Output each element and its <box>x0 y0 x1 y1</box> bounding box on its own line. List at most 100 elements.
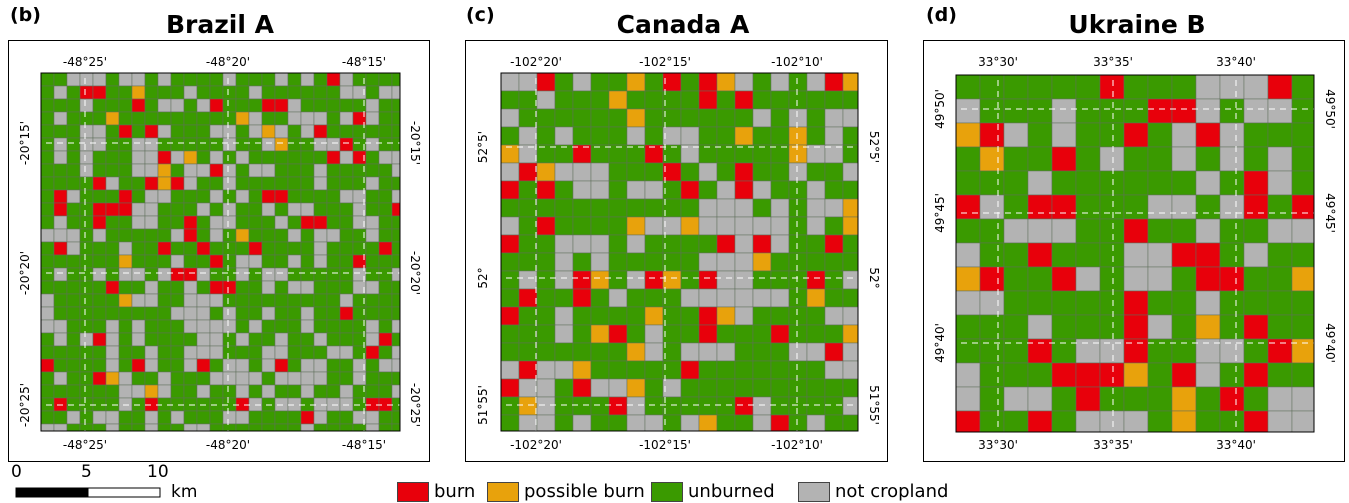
field-cell <box>287 150 302 165</box>
field-cell <box>1243 146 1269 172</box>
field-cell <box>500 180 520 200</box>
field-cell <box>554 342 574 362</box>
field-cell <box>92 423 107 432</box>
field-cell <box>842 288 859 308</box>
field-cell <box>1099 218 1125 244</box>
field-cell <box>955 386 981 412</box>
field-cell <box>680 72 700 92</box>
field-cell <box>326 293 341 308</box>
field-cell <box>752 396 772 416</box>
legend-burn: burn <box>397 481 475 502</box>
field-cell <box>326 163 341 178</box>
field-cell <box>92 332 107 347</box>
field-cell <box>105 358 120 373</box>
field-cell <box>378 228 393 243</box>
field-cell <box>608 72 628 92</box>
field-cell <box>261 267 276 282</box>
field-cell <box>680 162 700 182</box>
field-cell <box>157 345 172 360</box>
field-cell <box>92 150 107 165</box>
field-cell <box>274 163 289 178</box>
field-cell <box>500 144 520 164</box>
field-cell <box>1147 98 1173 124</box>
field-cell <box>1147 194 1173 220</box>
field-cell <box>1171 410 1197 433</box>
field-cell <box>157 111 172 126</box>
field-cell <box>1291 314 1315 340</box>
field-cell <box>300 293 315 308</box>
field-cell <box>662 180 682 200</box>
field-cell <box>680 198 700 218</box>
field-cell <box>572 288 592 308</box>
field-cell <box>391 176 401 191</box>
field-cell <box>500 270 520 290</box>
field-cell <box>716 108 736 128</box>
field-cell <box>1123 290 1149 316</box>
field-cell <box>235 280 250 295</box>
map-border <box>40 72 401 432</box>
field-cell <box>554 378 574 398</box>
field-cell <box>716 144 736 164</box>
field-cell <box>105 371 120 386</box>
field-cell <box>554 234 574 254</box>
field-cell <box>144 267 159 282</box>
field-cell <box>979 242 1005 268</box>
field-cell <box>79 72 94 87</box>
field-cell <box>261 163 276 178</box>
field-cell <box>536 270 556 290</box>
field-cell <box>339 293 354 308</box>
field-cell <box>680 324 700 344</box>
field-cell <box>626 72 646 92</box>
field-cell <box>40 124 55 139</box>
field-cell <box>300 345 315 360</box>
field-cell <box>170 293 185 308</box>
field-cell <box>1195 218 1221 244</box>
field-cell <box>274 293 289 308</box>
field-cell <box>261 137 276 152</box>
field-cell <box>365 163 380 178</box>
field-cell <box>680 378 700 398</box>
field-cell <box>842 324 859 344</box>
field-cell <box>1219 74 1245 100</box>
field-cell <box>235 98 250 113</box>
field-cell <box>770 234 790 254</box>
field-cell <box>1171 122 1197 148</box>
axis-labels: 33°30' 33°35' 33°40' 33°30' 33°35' 33°40… <box>933 55 1337 452</box>
field-cell <box>1195 170 1221 196</box>
field-cell <box>183 72 198 87</box>
field-cell <box>105 345 120 360</box>
field-cell <box>626 108 646 128</box>
field-cell <box>209 137 224 152</box>
field-cell <box>955 194 981 220</box>
field-cell <box>40 241 55 256</box>
field-cell <box>248 241 263 256</box>
field-cell <box>1075 194 1101 220</box>
field-cell <box>40 267 55 282</box>
field-cell <box>326 98 341 113</box>
field-cell <box>209 163 224 178</box>
field-cell <box>824 198 844 218</box>
field-cell <box>118 423 133 432</box>
field-cell <box>79 332 94 347</box>
field-cell <box>806 162 826 182</box>
field-cell <box>79 241 94 256</box>
field-cell <box>339 176 354 191</box>
field-cell <box>209 423 224 432</box>
field-cell <box>1291 194 1315 220</box>
field-cell <box>92 280 107 295</box>
field-cell <box>842 360 859 380</box>
field-cell <box>209 306 224 321</box>
field-cell <box>300 410 315 425</box>
field-cell <box>1099 386 1125 412</box>
panel-d-title: Ukraine B <box>1068 10 1206 39</box>
field-cell <box>131 137 146 152</box>
field-cell <box>105 319 120 334</box>
field-cell <box>209 241 224 256</box>
field-cell <box>274 371 289 386</box>
field-cell <box>365 137 380 152</box>
field-cell <box>79 137 94 152</box>
field-cell <box>274 332 289 347</box>
field-cell <box>955 170 981 196</box>
field-cell <box>662 324 682 344</box>
field-cell <box>788 126 808 146</box>
